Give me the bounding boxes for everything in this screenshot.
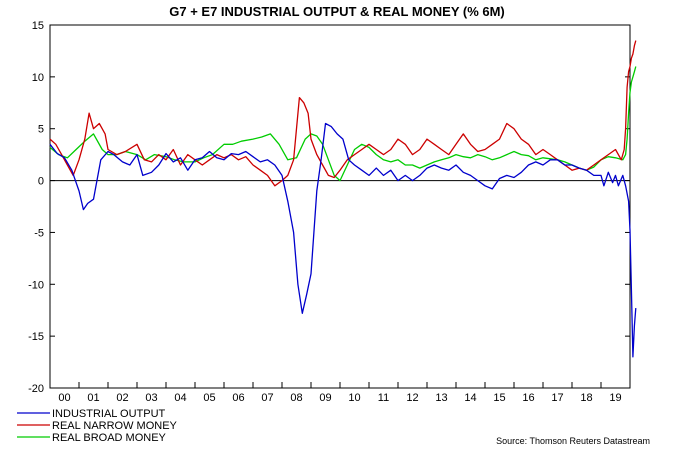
x-tick-label: 12: [406, 392, 418, 404]
series-line-real-narrow-money: [49, 40, 637, 187]
x-tick-label: 04: [174, 392, 186, 404]
plot-frame: [49, 24, 631, 389]
legend-label-real-narrow-money: REAL NARROW MONEY: [52, 420, 178, 432]
chart-title: G7 + E7 INDUSTRIAL OUTPUT & REAL MONEY (…: [169, 4, 505, 19]
x-tick-label: 13: [435, 392, 447, 404]
y-tick-label: -10: [28, 279, 44, 291]
source-note: Source: Thomson Reuters Datastream: [496, 436, 650, 446]
y-tick-label: -15: [28, 331, 44, 343]
x-tick-label: 00: [58, 392, 70, 404]
x-tick-label: 03: [145, 392, 157, 404]
x-tick-label: 08: [290, 392, 302, 404]
y-tick-label: 5: [38, 124, 44, 136]
x-tick-label: 10: [348, 392, 360, 404]
series-line-real-broad-money: [49, 66, 637, 182]
x-tick-label: 07: [261, 392, 273, 404]
x-tick-label: 05: [203, 392, 215, 404]
x-tick-label: 09: [319, 392, 331, 404]
y-tick-label: 0: [38, 176, 44, 188]
legend-label-real-broad-money: REAL BROAD MONEY: [52, 432, 167, 444]
legend-label-industrial-output: INDUSTRIAL OUTPUT: [52, 408, 166, 420]
y-tick-label: 10: [32, 72, 44, 84]
x-tick-label: 14: [464, 392, 476, 404]
x-tick-label: 02: [116, 392, 128, 404]
x-tick-label: 01: [87, 392, 99, 404]
series-line-industrial-output: [49, 122, 637, 358]
y-tick-label: -20: [28, 383, 44, 395]
x-tick-label: 11: [378, 392, 389, 404]
plot-area: 15 10 5 0 -5 -10 -15 -20 00 01 02 03 04 05 06 07 08 09 10 1…: [28, 20, 637, 404]
y-tick-label: -5: [34, 227, 44, 239]
x-tick-label: 15: [493, 392, 505, 404]
x-tick-label: 16: [522, 392, 534, 404]
x-tick-label: 17: [551, 392, 563, 404]
x-tick-label: 06: [232, 392, 244, 404]
y-tick-label: 15: [32, 20, 44, 32]
x-tick-label: 19: [609, 392, 621, 404]
x-tick-label: 18: [580, 392, 592, 404]
